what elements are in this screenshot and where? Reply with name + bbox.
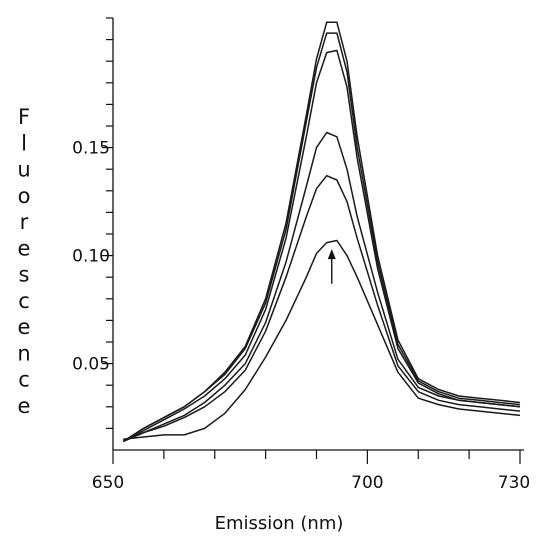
y-axis-title-letter: e	[18, 236, 31, 260]
axes	[112, 18, 524, 451]
x-tick-labels: 650 700 730	[92, 473, 530, 493]
x-ticks	[112, 450, 521, 464]
y-axis-title-letter: e	[18, 394, 31, 418]
y-ticks	[102, 17, 113, 429]
x-tick-label: 650	[92, 473, 124, 493]
y-tick-label: 0.10	[72, 247, 110, 267]
y-axis-title-letter: n	[17, 341, 30, 365]
y-axis-title-letter: e	[18, 315, 31, 339]
y-tick-label: 0.05	[72, 355, 110, 375]
x-tick-label: 730	[498, 473, 530, 493]
y-axis-title-letter: o	[18, 184, 31, 208]
x-tick-label: 700	[351, 473, 383, 493]
series-line-2	[122, 32, 521, 443]
y-axis-title-letter: u	[17, 158, 30, 182]
series-line-1	[122, 21, 521, 443]
series-layer	[122, 21, 521, 443]
y-tick-labels: 0.05 0.10 0.15	[72, 139, 110, 375]
x-axis-title: Emission (nm)	[215, 513, 344, 534]
y-axis-title-letter: F	[18, 105, 30, 129]
y-axis-title-letter: s	[19, 263, 30, 287]
series-line-6	[123, 239, 521, 440]
y-tick-label: 0.15	[72, 139, 110, 159]
series-line-5	[122, 174, 521, 443]
annotation-layer	[327, 249, 336, 284]
series-line-3	[122, 49, 521, 443]
series-line-4	[122, 131, 521, 443]
y-axis-title-letter: c	[18, 368, 30, 392]
arrow-head	[327, 249, 336, 260]
y-axis-title-letter: c	[18, 289, 30, 313]
y-axis-title-letter: l	[21, 131, 27, 155]
y-axis-title-letter: r	[20, 210, 29, 234]
